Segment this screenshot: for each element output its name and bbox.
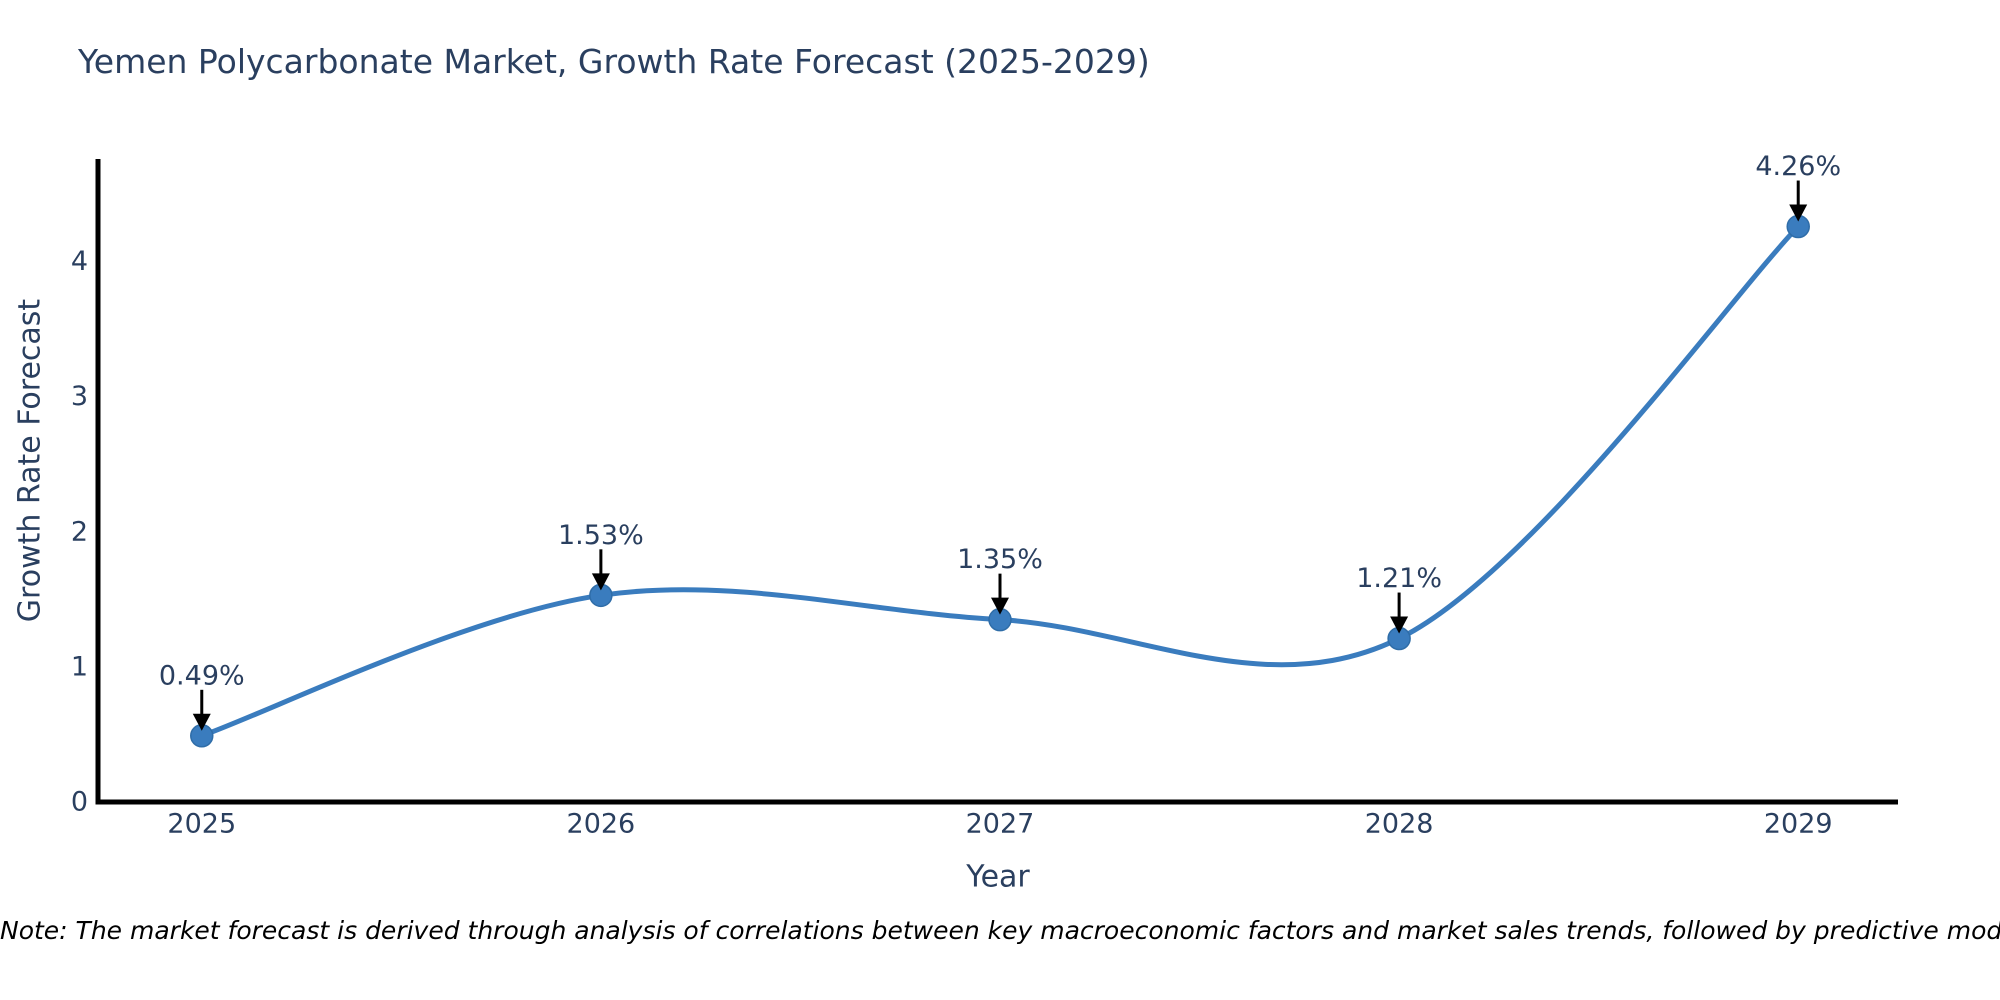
- x-tick-label: 2027: [966, 809, 1035, 840]
- y-tick-label: 1: [71, 651, 88, 682]
- y-tick-label: 2: [71, 516, 88, 547]
- annotation-label: 1.35%: [957, 544, 1043, 575]
- x-axis-title: Year: [965, 860, 1030, 895]
- x-tick-label: 2029: [1764, 809, 1833, 840]
- annotation-label: 1.21%: [1356, 563, 1442, 594]
- annotation-arrowhead: [1789, 204, 1808, 222]
- y-axis-title: Growth Rate Forecast: [13, 299, 48, 623]
- y-tick-label: 0: [71, 787, 88, 818]
- annotation-arrowhead: [1390, 616, 1409, 634]
- x-tick-label: 2025: [167, 809, 236, 840]
- x-tick-label: 2026: [567, 809, 636, 840]
- growth-rate-line-chart: 0 1 2 3 4 2025 2026 2027 2028 2029 Year Growth Rate…: [13, 151, 1898, 895]
- annotation-arrowhead: [591, 573, 610, 591]
- annotation-label: 4.26%: [1755, 151, 1841, 182]
- chart-title: Yemen Polycarbonate Market, Growth Rate …: [78, 42, 1150, 81]
- annotation-label: 1.53%: [558, 520, 644, 551]
- forecast-line: [199, 224, 1801, 739]
- annotation-arrowhead: [990, 597, 1009, 615]
- y-tick-label: 3: [71, 381, 88, 412]
- annotation-label: 0.49%: [159, 660, 245, 691]
- footnote: Note: The market forecast is derived thr…: [0, 916, 2000, 945]
- x-tick-label: 2028: [1365, 809, 1434, 840]
- annotation-arrowhead: [192, 713, 211, 731]
- y-tick-label: 4: [71, 246, 88, 277]
